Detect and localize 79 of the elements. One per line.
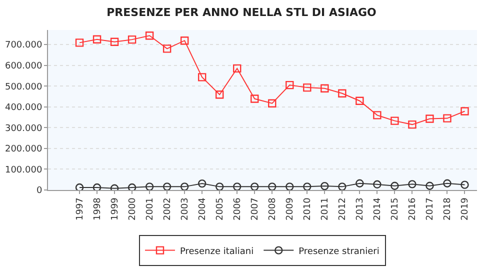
- x-tick-label: 2004: [198, 197, 208, 221]
- point: [373, 111, 382, 120]
- x-tick-label: 2013: [356, 198, 366, 221]
- point: [303, 182, 312, 190]
- point: [320, 182, 329, 190]
- point: [92, 35, 102, 44]
- point: [180, 36, 189, 45]
- point: [303, 83, 312, 92]
- point: [198, 73, 206, 82]
- point: [250, 94, 259, 103]
- chart-title: PRESENZE PER ANNO NELLA STL DI ASIAGO: [106, 6, 376, 19]
- point: [250, 182, 259, 190]
- x-tick-label: 2006: [233, 197, 244, 221]
- point: [233, 64, 242, 73]
- point: [373, 180, 382, 188]
- point: [128, 35, 136, 44]
- point: [356, 179, 364, 188]
- y-tick-label: 0: [36, 186, 42, 196]
- x-tick-label: 2005: [216, 198, 226, 221]
- point: [426, 114, 434, 123]
- x-tick-label: 2001: [145, 198, 156, 221]
- x-tick-label: 2012: [338, 198, 348, 221]
- x-tick-label: 1998: [92, 197, 103, 221]
- x-tick-label: 2011: [320, 198, 331, 221]
- point: [443, 179, 452, 188]
- y-tick-label: 100.000: [4, 165, 42, 176]
- x-tick-label: 2015: [390, 198, 401, 221]
- x-tick-label: 2019: [460, 197, 471, 221]
- point: [426, 182, 434, 190]
- x-tick-label: 1999: [110, 197, 120, 221]
- x-tick-label: 2014: [373, 197, 384, 221]
- x-tick-label: 2009: [286, 197, 296, 221]
- legend-label: Presenze stranieri: [298, 246, 380, 257]
- point: [408, 180, 416, 188]
- point: [75, 38, 84, 47]
- point: [162, 182, 172, 190]
- point: [180, 182, 189, 190]
- point: [443, 114, 452, 122]
- point: [320, 84, 329, 92]
- x-tick-label: 2000: [128, 197, 138, 221]
- point: [268, 182, 276, 190]
- point: [460, 107, 469, 116]
- point: [268, 99, 276, 108]
- point: [233, 182, 242, 190]
- point: [110, 38, 119, 46]
- point: [460, 180, 469, 189]
- y-tick-label: 200.000: [4, 144, 42, 155]
- point: [145, 182, 154, 190]
- point: [198, 179, 206, 188]
- point: [338, 182, 346, 190]
- point: [75, 183, 84, 190]
- point: [162, 44, 172, 53]
- point: [145, 32, 154, 40]
- x-tick-label: 2002: [162, 198, 173, 221]
- y-tick-label: 300.000: [4, 124, 42, 134]
- y-tick-label: 400.000: [4, 103, 42, 114]
- point: [92, 183, 102, 190]
- point: [390, 116, 399, 125]
- y-tick-label: 500.000: [4, 82, 42, 92]
- point: [408, 120, 416, 129]
- point: [216, 90, 224, 99]
- point: [356, 96, 364, 105]
- y-tick-label: 600.000: [4, 61, 42, 72]
- legend-label: Presenze italiani: [180, 246, 254, 257]
- x-tick-label: 2010: [303, 197, 314, 221]
- point: [338, 89, 346, 98]
- y-tick-label: 700.000: [4, 40, 42, 51]
- x-tick-label: 2008: [268, 197, 278, 221]
- point: [216, 182, 224, 190]
- x-tick-label: 2007: [250, 198, 261, 221]
- x-tick-label: 1997: [75, 198, 86, 221]
- point: [286, 80, 294, 90]
- x-tick-label: 2003: [180, 198, 191, 221]
- x-tick-label: 2018: [443, 197, 454, 221]
- x-tick-label: 2016: [408, 197, 418, 221]
- point: [128, 183, 136, 190]
- point: [286, 182, 294, 190]
- x-tick-label: 2017: [426, 198, 436, 221]
- point: [390, 182, 399, 190]
